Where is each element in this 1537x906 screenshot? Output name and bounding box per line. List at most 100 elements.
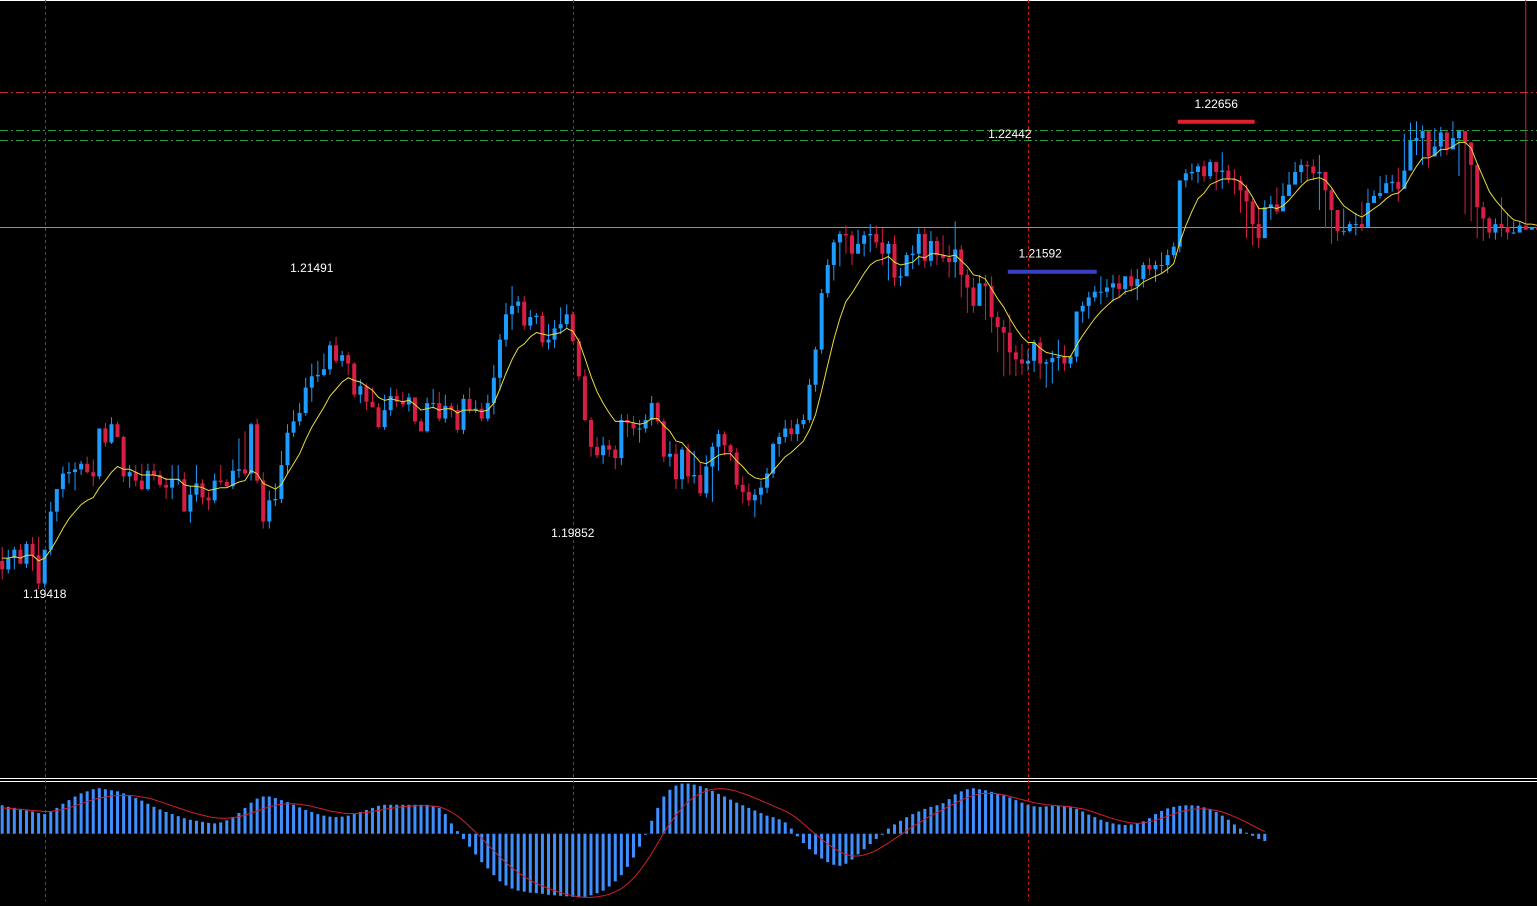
- candle-body: [1026, 360, 1031, 364]
- candle-body: [680, 449, 685, 480]
- candle-body: [358, 386, 363, 395]
- candle-body: [285, 432, 290, 466]
- candle-body: [315, 374, 320, 377]
- candle-body: [461, 398, 466, 430]
- candle-body: [412, 397, 417, 422]
- histogram-bar: [589, 833, 593, 896]
- candle-body: [886, 243, 891, 254]
- histogram-bar: [638, 833, 642, 847]
- candle-body: [1365, 202, 1370, 227]
- candle-body: [303, 387, 308, 413]
- histogram-bar: [413, 804, 417, 834]
- candle-body: [807, 384, 812, 421]
- candle-body: [42, 549, 47, 584]
- histogram-bar: [91, 789, 95, 834]
- histogram-bar: [1093, 817, 1097, 834]
- price-levels: [0, 92, 1537, 228]
- candle-body: [564, 314, 569, 325]
- histogram-bar: [1257, 833, 1261, 839]
- histogram-bar: [1050, 805, 1054, 834]
- histogram-bar: [759, 813, 763, 834]
- histogram-bar: [1184, 805, 1188, 834]
- histogram-bar: [352, 814, 356, 834]
- candle-body: [667, 453, 672, 457]
- histogram-bar: [631, 833, 635, 858]
- histogram-bar: [601, 833, 605, 891]
- histogram-bar: [662, 796, 666, 834]
- histogram-bar: [468, 833, 472, 847]
- histogram-bar: [656, 807, 660, 834]
- candle-body: [576, 341, 581, 377]
- candle-body: [431, 403, 436, 405]
- histogram-bar: [128, 795, 132, 834]
- candle-body: [1153, 264, 1158, 270]
- candle-body: [406, 397, 411, 405]
- candle-body: [1001, 326, 1006, 333]
- histogram-bar: [540, 833, 544, 894]
- candle-body: [1195, 166, 1200, 172]
- histogram-bar: [1038, 806, 1042, 834]
- histogram-bar: [692, 784, 696, 834]
- histogram-bar: [771, 817, 775, 834]
- candle-body: [309, 376, 314, 388]
- candle-body: [1104, 287, 1109, 292]
- candle-body: [795, 424, 800, 435]
- histogram-bar: [219, 822, 223, 834]
- candle-body: [510, 305, 515, 315]
- candle-body: [825, 264, 830, 294]
- candle-body: [1098, 291, 1103, 293]
- histogram-bar: [911, 814, 915, 834]
- histogram-bar: [194, 820, 198, 834]
- candle-body: [1359, 224, 1364, 227]
- histogram-bar: [237, 813, 241, 834]
- histogram-bar: [1141, 821, 1145, 834]
- candle-body: [965, 274, 970, 288]
- histogram-bar: [134, 798, 138, 834]
- histogram-bar: [583, 833, 587, 897]
- candle-body: [340, 355, 345, 361]
- candle-body: [728, 445, 733, 453]
- price-label: 1.21491: [290, 261, 334, 275]
- histogram-bar: [346, 815, 350, 834]
- histogram-bar: [97, 788, 101, 834]
- candle-body: [473, 408, 478, 411]
- histogram-bar: [1238, 828, 1242, 834]
- histogram-bar: [1160, 810, 1164, 834]
- histogram-bar: [1014, 800, 1018, 834]
- histogram-bar: [1008, 797, 1012, 834]
- candle-body: [607, 445, 612, 450]
- histogram-bar: [1214, 812, 1218, 834]
- histogram-bar: [67, 800, 71, 834]
- candle-body: [164, 484, 169, 488]
- candle-body: [449, 405, 454, 411]
- histogram-bar: [273, 798, 277, 834]
- price-label: 1.19852: [551, 526, 595, 540]
- histogram-bar: [753, 810, 757, 834]
- candle-body: [6, 558, 11, 570]
- candle-body: [734, 452, 739, 485]
- candle-body: [158, 474, 163, 485]
- histogram-bar: [668, 789, 672, 834]
- candle-body: [1202, 166, 1207, 177]
- candlestick-series: [0, 0, 1537, 590]
- candle-body: [698, 474, 703, 494]
- histogram-bar: [1087, 814, 1091, 834]
- histogram-bar: [213, 823, 217, 834]
- histogram-bar: [729, 799, 733, 834]
- candle-body: [1056, 356, 1061, 358]
- candle-body: [30, 544, 35, 556]
- candle-body: [497, 339, 502, 378]
- candle-body: [1396, 181, 1401, 189]
- histogram-bar: [929, 806, 933, 834]
- candle-body: [1287, 184, 1292, 196]
- candle-body: [1341, 231, 1346, 233]
- histogram-bar: [941, 803, 945, 834]
- chart-frame: [0, 0, 1537, 782]
- histogram-bar: [419, 804, 423, 834]
- candle-body: [716, 434, 721, 447]
- histogram-bar: [322, 815, 326, 834]
- candle-body: [892, 243, 897, 278]
- candle-body: [570, 314, 575, 342]
